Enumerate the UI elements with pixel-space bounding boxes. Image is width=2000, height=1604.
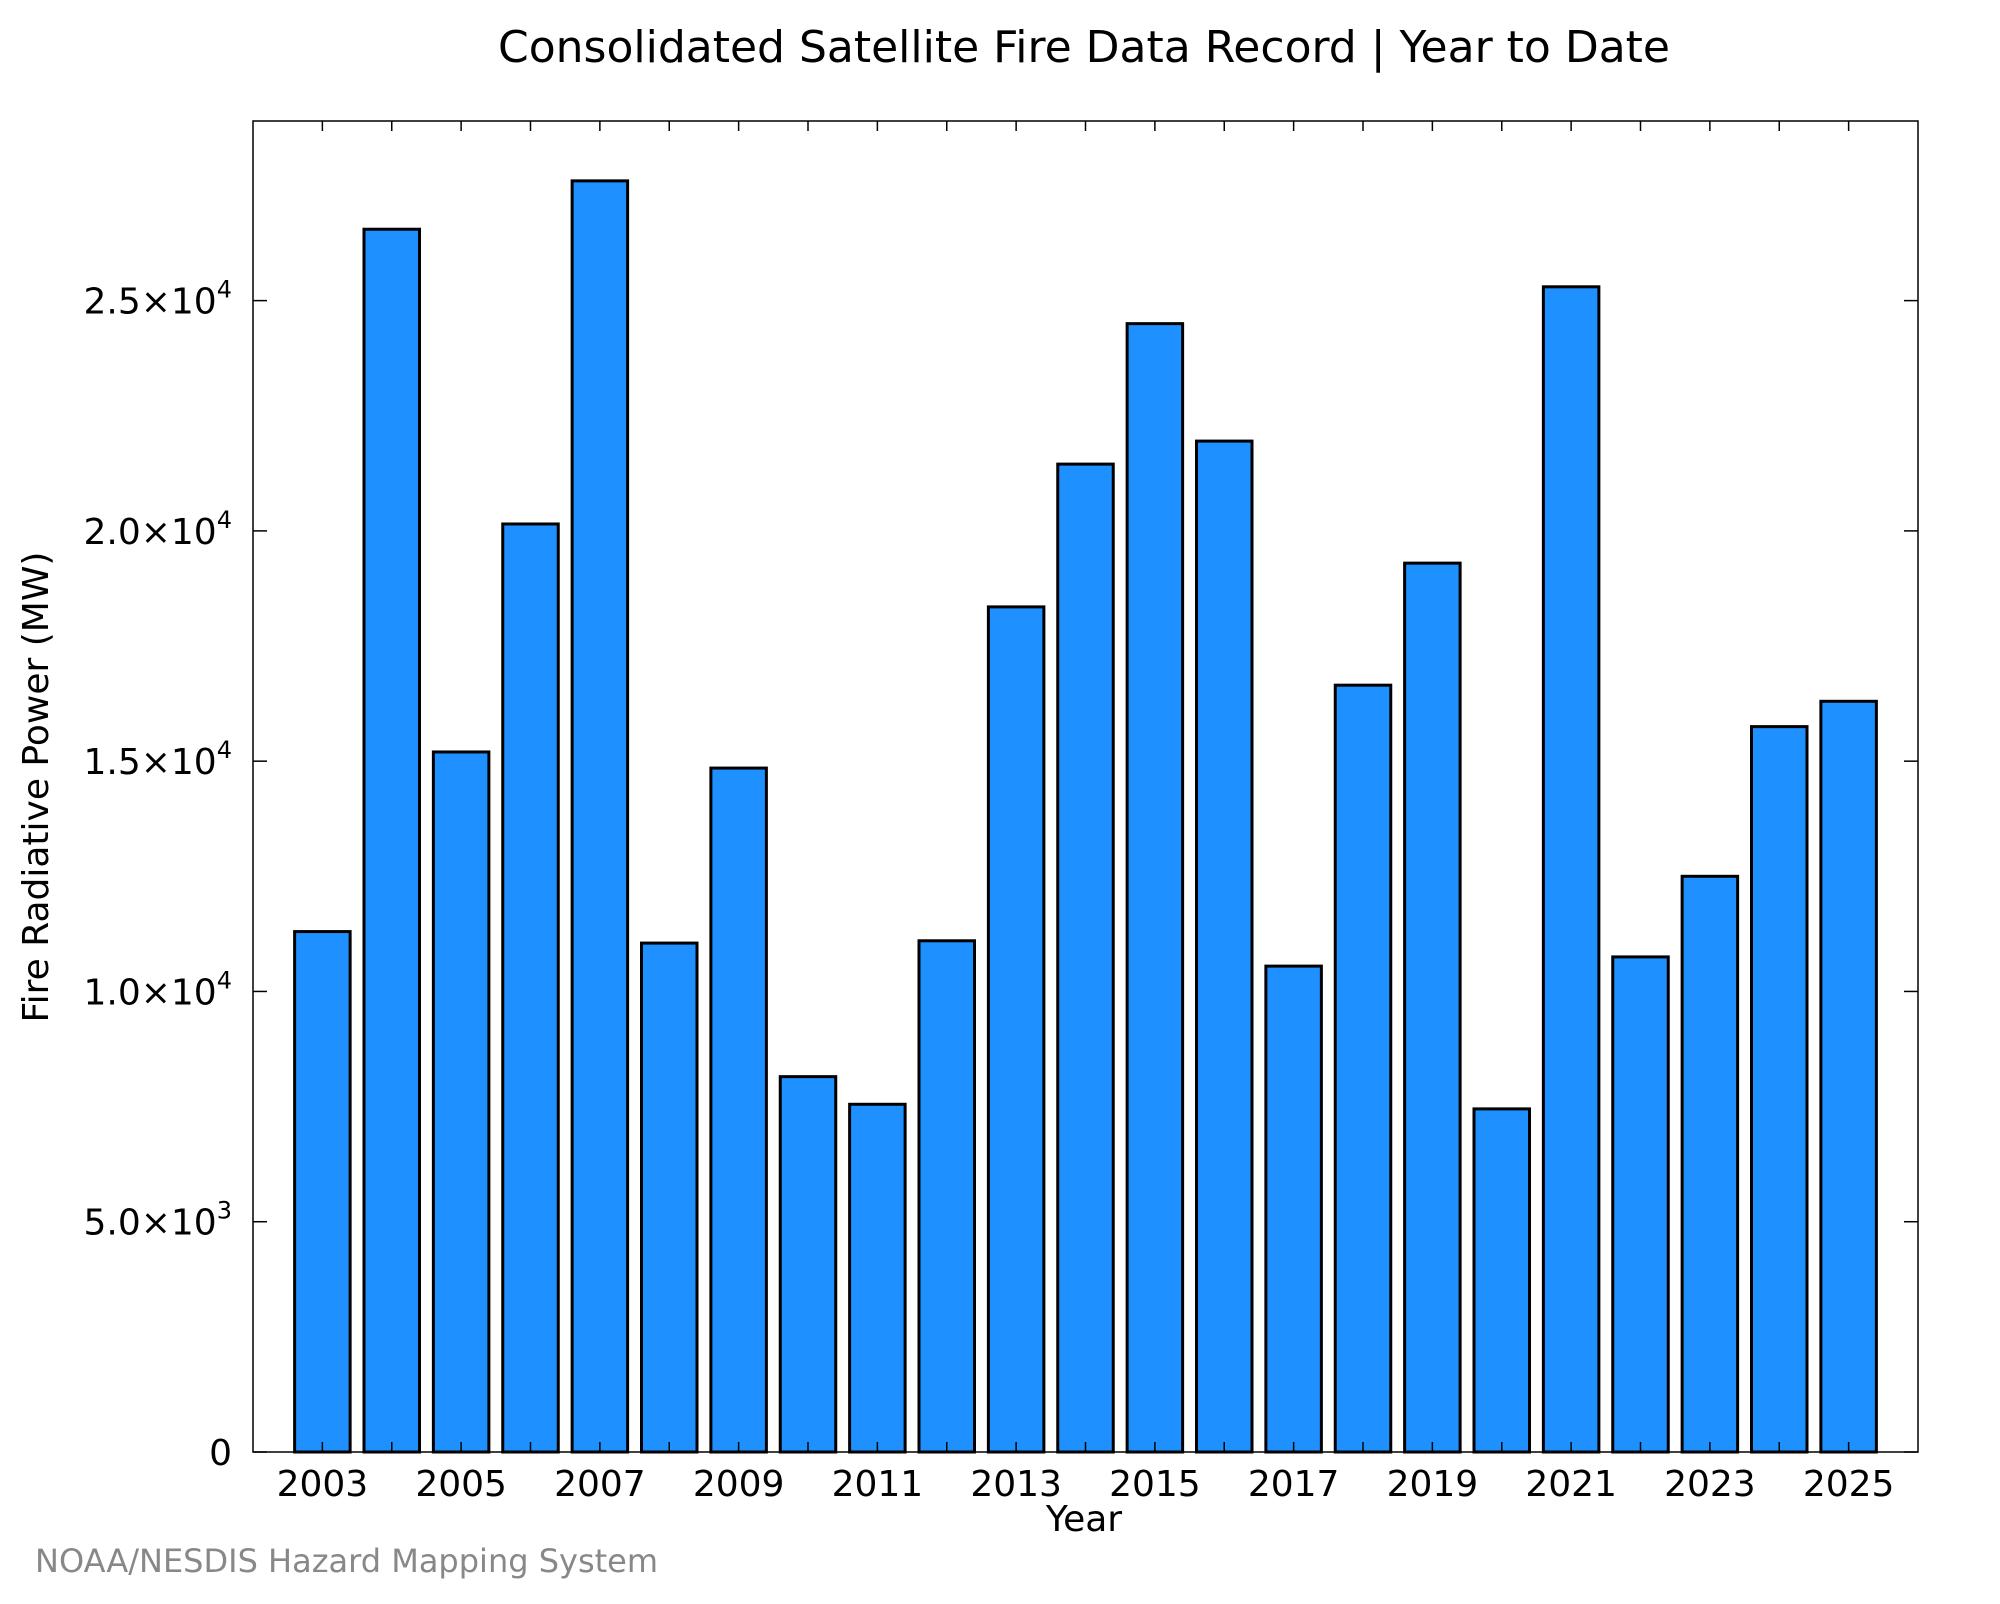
x-axis-label: Year [1045,1499,1122,1540]
bar-2006 [501,522,560,1454]
x-tick-label-2011: 2011 [832,1464,924,1505]
bar-2004 [362,227,421,1454]
chart-title: Consolidated Satellite Fire Data Record … [498,22,1670,73]
y-tick-label: 0 [209,1433,232,1474]
bar-2012 [917,939,976,1454]
bar-2016 [1195,439,1254,1454]
bar-2025 [1819,699,1878,1454]
bar-2013 [986,605,1046,1454]
bar-2020 [1472,1107,1531,1454]
bar-2003 [293,930,352,1454]
x-tick-label-2015: 2015 [1109,1464,1201,1505]
bar-2010 [778,1075,838,1454]
x-tick-label-2021: 2021 [1525,1464,1617,1505]
x-tick-label-2003: 2003 [277,1464,369,1505]
bar-2011 [848,1102,907,1454]
bar-2014 [1056,462,1115,1454]
bar-2008 [640,941,699,1454]
x-axis: 2003 2005 2007 2009 2011 2013 2015 2017 2019 2021… [277,121,1895,1505]
x-tick-label-2007: 2007 [554,1464,646,1505]
x-tick-label-2023: 2023 [1664,1464,1756,1505]
y-tick-label: 2.0×104 [83,506,232,553]
bar-2022 [1611,955,1670,1454]
bar-2009 [709,766,768,1454]
y-tick-label: 2.5×104 [83,276,232,323]
bar-2023 [1680,874,1740,1454]
y-axis: 0 5.0×103 1.0×104 1.5×104 2.0×104 2.5×104 [83,276,1918,1474]
y-axis-label: Fire Radiative Power (MW) [16,552,57,1023]
x-tick-label-2019: 2019 [1387,1464,1479,1505]
x-tick-label-2013: 2013 [970,1464,1062,1505]
bar-2007 [570,179,630,1454]
bar-group [293,179,1878,1454]
footer-credit: NOAA/NESDIS Hazard Mapping System [35,1542,658,1580]
x-tick-label-2005: 2005 [415,1464,507,1505]
x-tick-label-2009: 2009 [693,1464,785,1505]
y-tick-label: 5.0×103 [83,1197,232,1244]
bar-2021 [1541,285,1601,1454]
y-tick-label: 1.0×104 [83,966,232,1013]
x-tick-label-2017: 2017 [1248,1464,1340,1505]
bar-2017 [1264,964,1323,1454]
bar-2015 [1125,322,1185,1454]
bar-2018 [1333,683,1393,1454]
y-tick-label: 1.5×104 [83,736,232,783]
bar-2024 [1750,725,1809,1454]
bar-2005 [431,750,491,1454]
bar-2019 [1403,561,1462,1454]
x-tick-label-2025: 2025 [1803,1464,1895,1505]
